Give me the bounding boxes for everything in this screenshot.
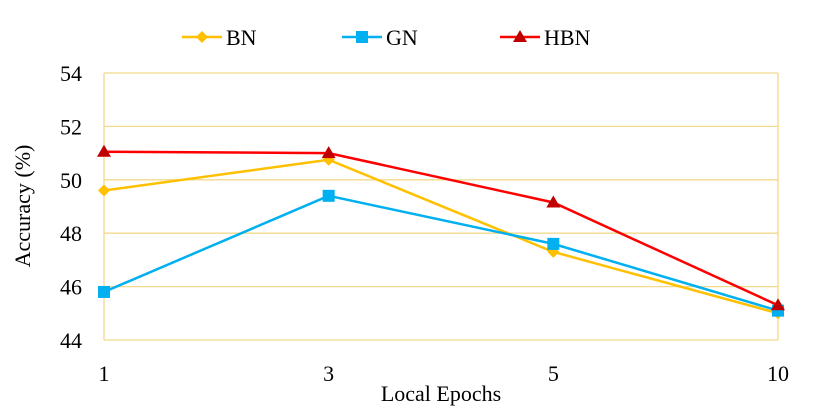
legend-item-hbn: HBN (500, 25, 591, 50)
triangle-marker (771, 298, 785, 311)
triangle-marker (97, 144, 111, 157)
legend-label: GN (386, 25, 418, 50)
square-marker (98, 285, 110, 298)
y-tick-label: 54 (60, 61, 82, 86)
y-tick-label: 44 (60, 328, 82, 353)
y-tick-label: 50 (60, 168, 82, 193)
diamond-marker (196, 31, 208, 43)
diamond-marker (98, 184, 110, 197)
x-tick-label: 3 (323, 361, 334, 386)
triangle-marker (513, 30, 527, 42)
y-tick-label: 52 (60, 114, 82, 139)
legend-item-gn: GN (342, 25, 418, 50)
series-line-bn (103, 158, 779, 315)
triangle-marker (546, 195, 561, 208)
y-tick-label: 46 (60, 275, 82, 300)
legend-label: HBN (544, 25, 591, 50)
y-tick-label: 48 (60, 221, 82, 246)
series-line-gn (103, 194, 779, 312)
series-line-hbn (103, 150, 779, 307)
x-tick-label: 1 (99, 361, 110, 386)
x-tick-label: 10 (767, 361, 789, 386)
square-marker (356, 31, 368, 43)
y-axis-label: Accuracy (%) (10, 145, 35, 268)
square-marker (322, 189, 335, 202)
x-axis-label: Local Epochs (381, 381, 501, 406)
triangle-marker (321, 146, 336, 159)
legend-item-bn: BN (182, 25, 257, 50)
x-tick-label: 5 (548, 361, 559, 386)
legend-label: BN (226, 25, 257, 50)
square-marker (547, 237, 560, 250)
